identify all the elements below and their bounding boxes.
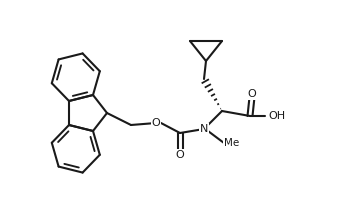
Text: Me: Me <box>224 138 239 148</box>
Text: O: O <box>176 150 184 160</box>
Text: O: O <box>152 118 160 128</box>
Text: N: N <box>200 124 208 134</box>
Text: OH: OH <box>268 111 285 121</box>
Text: O: O <box>248 89 256 99</box>
